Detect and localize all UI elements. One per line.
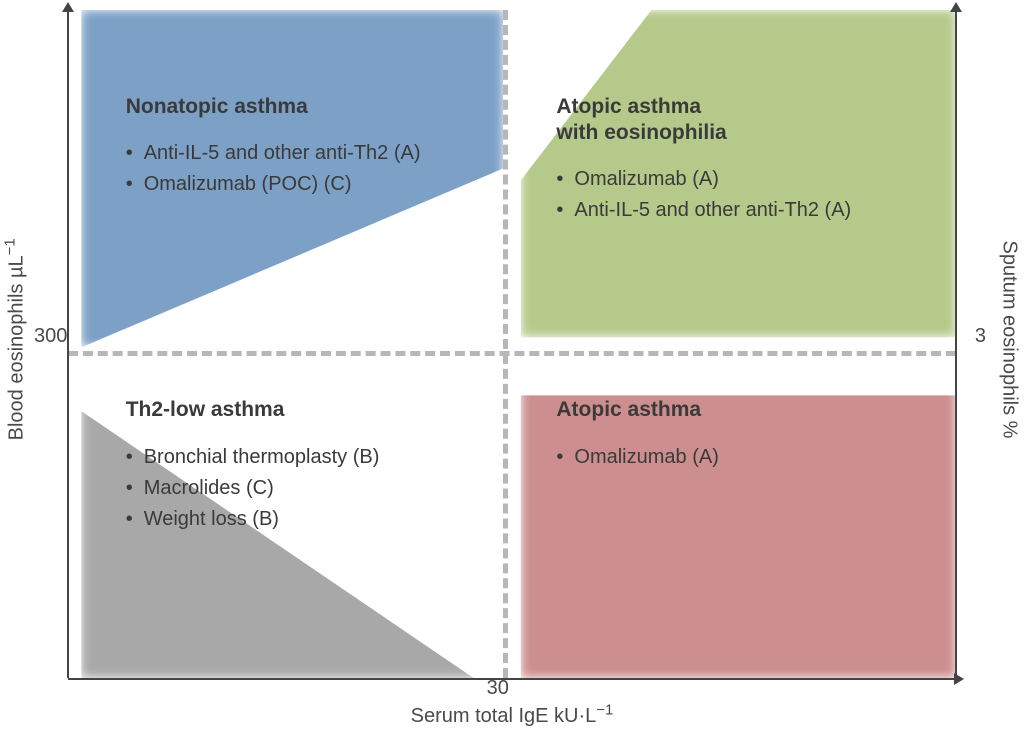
quadrant-bottom-right-text: Atopic asthma Omalizumab (A) xyxy=(556,397,911,472)
quadrant-title: Th2-low asthma xyxy=(126,397,481,423)
quadrant-list: Omalizumab (A)Anti-IL-5 and other anti-T… xyxy=(556,164,938,226)
axis-arrow-right xyxy=(955,10,957,678)
quadrant-title: Atopic asthmawith eosinophilia xyxy=(556,94,938,147)
quadrant-list-item: Omalizumab (A) xyxy=(556,164,938,195)
quadrant-top-right-text: Atopic asthmawith eosinophilia Omalizuma… xyxy=(556,94,938,227)
quadrant-list-item: Weight loss (B) xyxy=(126,504,481,535)
quadrant-list-item: Macrolides (C) xyxy=(126,473,481,504)
quadrant-title: Nonatopic asthma xyxy=(126,94,490,120)
quadrant-list-item: Omalizumab (A) xyxy=(556,442,911,473)
axis-right-label: Sputum eosinophils % xyxy=(998,240,1021,438)
axis-arrow-bottom xyxy=(68,678,956,680)
quadrant-bottom-left-text: Th2-low asthma Bronchial thermoplasty (B… xyxy=(126,397,481,534)
quadrant-list: Anti-IL-5 and other anti-Th2 (A)Omalizum… xyxy=(126,138,490,200)
quadrant-top-left-text: Nonatopic asthma Anti-IL-5 and other ant… xyxy=(126,94,490,200)
axis-bottom: Serum total IgE kU·L−1 xyxy=(68,701,956,728)
tick-left: 300 xyxy=(34,325,67,348)
axis-right: Sputum eosinophils % xyxy=(994,0,1024,678)
chart-area: Nonatopic asthma Anti-IL-5 and other ant… xyxy=(68,10,956,678)
divider-vertical xyxy=(503,10,508,678)
tick-right: 3 xyxy=(975,325,986,348)
quadrant-list-item: Anti-IL-5 and other anti-Th2 (A) xyxy=(556,195,938,226)
quadrant-list-item: Anti-IL-5 and other anti-Th2 (A) xyxy=(126,138,490,169)
quadrant-list: Bronchial thermoplasty (B)Macrolides (C)… xyxy=(126,442,481,535)
quadrant-title: Atopic asthma xyxy=(556,397,911,423)
quadrant-list-item: Bronchial thermoplasty (B) xyxy=(126,442,481,473)
axis-left-label: Blood eosinophils µL−1 xyxy=(2,238,29,440)
divider-horizontal xyxy=(68,351,956,356)
quadrant-list: Omalizumab (A) xyxy=(556,442,911,473)
quadrant-list-item: Omalizumab (POC) (C) xyxy=(126,169,490,200)
axis-left: Blood eosinophils µL−1 xyxy=(0,0,30,678)
tick-bottom: 30 xyxy=(487,677,509,700)
axis-bottom-label: Serum total IgE kU·L−1 xyxy=(411,705,614,727)
